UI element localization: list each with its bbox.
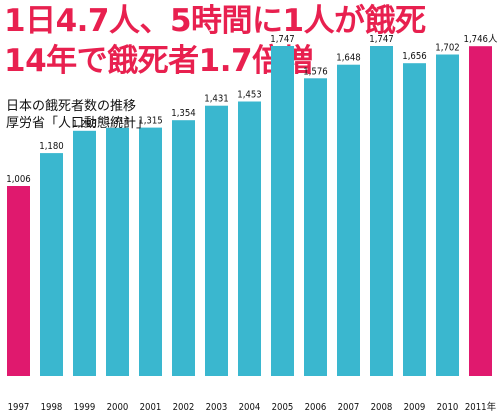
value-label-1998: 1,180 (39, 141, 63, 152)
value-label-2010: 1,702 (435, 43, 459, 54)
value-label-2002: 1,354 (171, 108, 195, 119)
bar-2001 (139, 127, 162, 376)
bar-2008 (370, 46, 393, 376)
bar-2006 (304, 78, 327, 377)
value-label-2011: 1,746人 (464, 34, 498, 45)
x-tick-label-2003: 2003 (206, 402, 228, 413)
value-label-2005: 1,747 (270, 34, 294, 45)
value-label-2009: 1,656 (402, 51, 426, 62)
x-tick-label-1997: 1997 (8, 402, 30, 413)
value-label-1999: 1,298 (72, 119, 96, 130)
value-label-2001: 1,315 (138, 116, 162, 127)
bars-layer (7, 46, 492, 377)
x-tick-label-2007: 2007 (338, 402, 360, 413)
value-label-2006: 1,576 (303, 66, 327, 77)
value-label-2000: 1,314 (105, 116, 129, 127)
x-tick-label-2005: 2005 (272, 402, 294, 413)
x-tick-label-2002: 2002 (173, 402, 195, 413)
value-label-1997: 1,006 (6, 174, 30, 185)
chart-subtitle: 厚労省「人口動態統計」 (6, 116, 150, 131)
bar-2010 (436, 54, 459, 376)
value-label-2004: 1,453 (237, 90, 261, 101)
bar-2004 (238, 101, 261, 376)
x-axis-ticks-layer: 1997 1998 1999 2000 2001 2002 2003 2004 2005 2006… (8, 401, 497, 413)
x-tick-label-1998: 1998 (41, 402, 63, 413)
bar-1998 (40, 153, 63, 376)
chart-title: 日本の餓死者数の推移 (6, 99, 137, 114)
chart-title-block: 日本の餓死者数の推移 厚労省「人口動態統計」 (6, 98, 149, 132)
bar-1997 (7, 186, 30, 376)
bar-1999 (73, 130, 96, 376)
bar-2000 (106, 127, 129, 376)
bar-2011 (469, 46, 492, 376)
x-tick-label-2000: 2000 (107, 402, 129, 413)
bar-2005 (271, 46, 294, 376)
x-tick-label-2011: 2011年 (465, 401, 497, 413)
bar-2009 (403, 63, 426, 376)
value-label-2003: 1,431 (204, 94, 228, 105)
value-label-2008: 1,747 (369, 34, 393, 45)
value-label-2007: 1,648 (336, 53, 360, 64)
x-tick-label-2004: 2004 (239, 402, 261, 413)
value-labels-layer: 1,006 1,180 1,298 1,314 1,315 1,354 1,431 1,453… (6, 34, 498, 185)
headline-line-1: 1日4.7人、5時間に1人が餓死 (4, 3, 426, 39)
headline-line-2: 14年で餓死者1.7倍増 (4, 43, 314, 79)
x-tick-label-2009: 2009 (404, 402, 426, 413)
x-tick-label-1999: 1999 (74, 402, 96, 413)
bar-2007 (337, 64, 360, 376)
x-tick-label-2008: 2008 (371, 402, 393, 413)
x-tick-label-2010: 2010 (437, 402, 459, 413)
x-tick-label-2001: 2001 (140, 402, 162, 413)
x-tick-label-2006: 2006 (305, 402, 327, 413)
bar-2003 (205, 105, 228, 376)
bar-2002 (172, 120, 195, 376)
